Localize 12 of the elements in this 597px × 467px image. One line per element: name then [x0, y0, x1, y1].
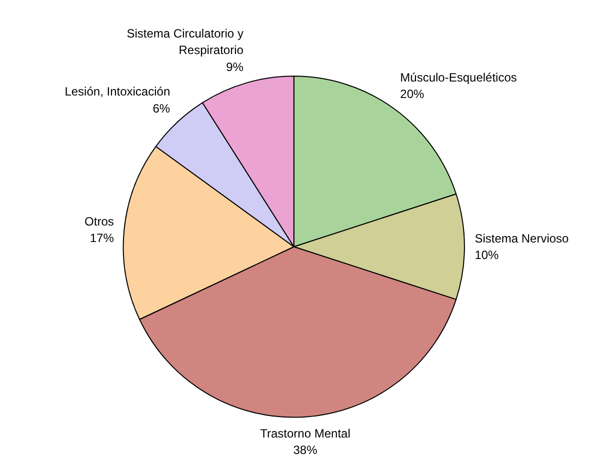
slice-label: Sistema Nervioso: [474, 231, 570, 246]
data-label: 20%: [400, 87, 425, 102]
slice-label: Trastorno Mental: [260, 426, 350, 440]
data-label: 10%: [474, 248, 500, 262]
data-label: 9%: [226, 60, 244, 74]
slice-label: Sistema Circulatorio y Respiratorio: [126, 26, 244, 58]
slice-label: Otros: [84, 214, 114, 228]
slice-label: Lesión, Intoxicación: [64, 84, 170, 99]
slice-label: Músculo-Esqueléticos: [400, 70, 517, 84]
data-label: 6%: [152, 102, 170, 116]
data-label: 17%: [90, 231, 114, 246]
data-label: 38%: [293, 443, 318, 458]
